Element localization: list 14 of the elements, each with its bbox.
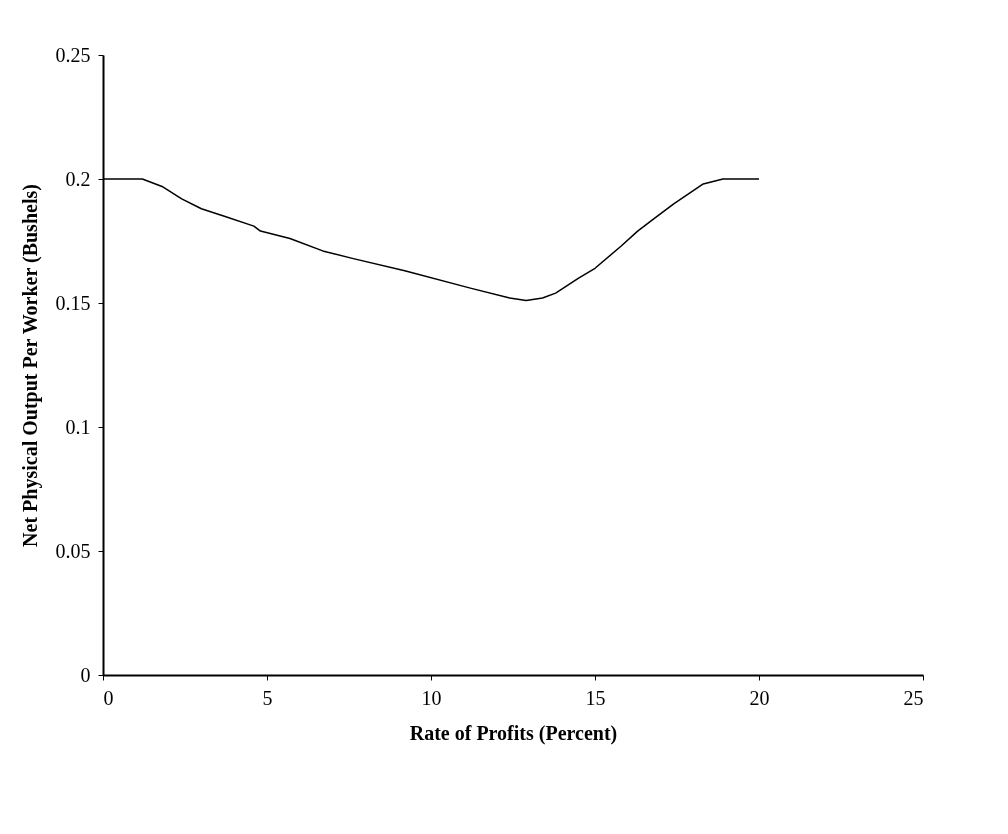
y-tick-label: 0.25 — [55, 43, 91, 66]
y-tick-label: 0.15 — [55, 291, 91, 314]
y-tick-label: 0.05 — [55, 539, 91, 562]
x-tick-label: 5 — [262, 686, 273, 709]
x-axis-title: Rate of Profits (Percent) — [409, 721, 618, 745]
x-tick-label: 10 — [421, 686, 442, 709]
x-tick-label: 25 — [903, 686, 924, 709]
x-tick-label: 15 — [585, 686, 606, 709]
y-tick-label: 0 — [80, 663, 91, 686]
y-tick-label: 0.2 — [65, 167, 91, 190]
y-axis-title: Net Physical Output Per Worker (Bushels) — [18, 184, 42, 547]
y-tick-label: 0.1 — [65, 415, 91, 438]
x-tick-label: 0 — [103, 686, 114, 709]
x-tick-label: 20 — [749, 686, 770, 709]
